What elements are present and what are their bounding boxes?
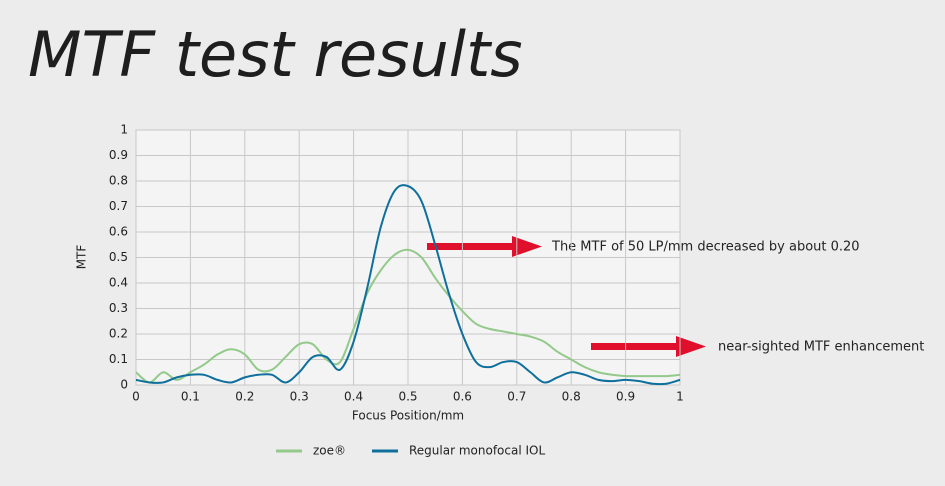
y-tick-label: 0.1: [109, 352, 128, 366]
legend-label: zoe®: [313, 444, 346, 458]
annotation: near-sighted MTF enhancement: [718, 340, 924, 355]
x-tick-label: 0.9: [616, 390, 635, 404]
line-series: [135, 184, 681, 386]
y-tick-label: 1: [120, 123, 128, 137]
x-tick-label: 0.7: [507, 390, 526, 404]
annotation: The MTF of 50 LP/mm decreased by about 0…: [551, 240, 860, 255]
y-axis-label: MTF: [75, 245, 89, 270]
y-tick-label: 0.2: [109, 327, 128, 341]
x-tick-label: 0.5: [398, 390, 417, 404]
x-tick-label: 0: [132, 390, 140, 404]
x-tick-label: 1: [676, 390, 684, 404]
y-tick-label: 0.9: [109, 148, 128, 162]
y-tick-label: 0.8: [109, 174, 128, 188]
arrow: [427, 236, 542, 257]
y-tick-label: 0: [120, 378, 128, 392]
y-tick-label: 0.6: [109, 225, 128, 239]
line-series: [135, 248, 681, 384]
x-tick-label: 0.1: [181, 390, 200, 404]
x-tick-label: 0.8: [562, 390, 581, 404]
x-tick-label: 0.6: [453, 390, 472, 404]
x-tick-label: 0.3: [290, 390, 309, 404]
y-tick-label: 0.3: [109, 301, 128, 315]
y-tick-label: 0.4: [109, 276, 128, 290]
arrow: [591, 336, 706, 357]
x-tick-label: 0.2: [235, 390, 254, 404]
y-tick-label: 0.7: [109, 199, 128, 213]
legend-label: Regular monofocal IOL: [409, 444, 545, 458]
x-axis-label: Focus Position/mm: [352, 409, 464, 423]
chart-title: MTF test results: [28, 18, 523, 91]
y-tick-label: 0.5: [109, 250, 128, 264]
x-tick-label: 0.4: [344, 390, 363, 404]
